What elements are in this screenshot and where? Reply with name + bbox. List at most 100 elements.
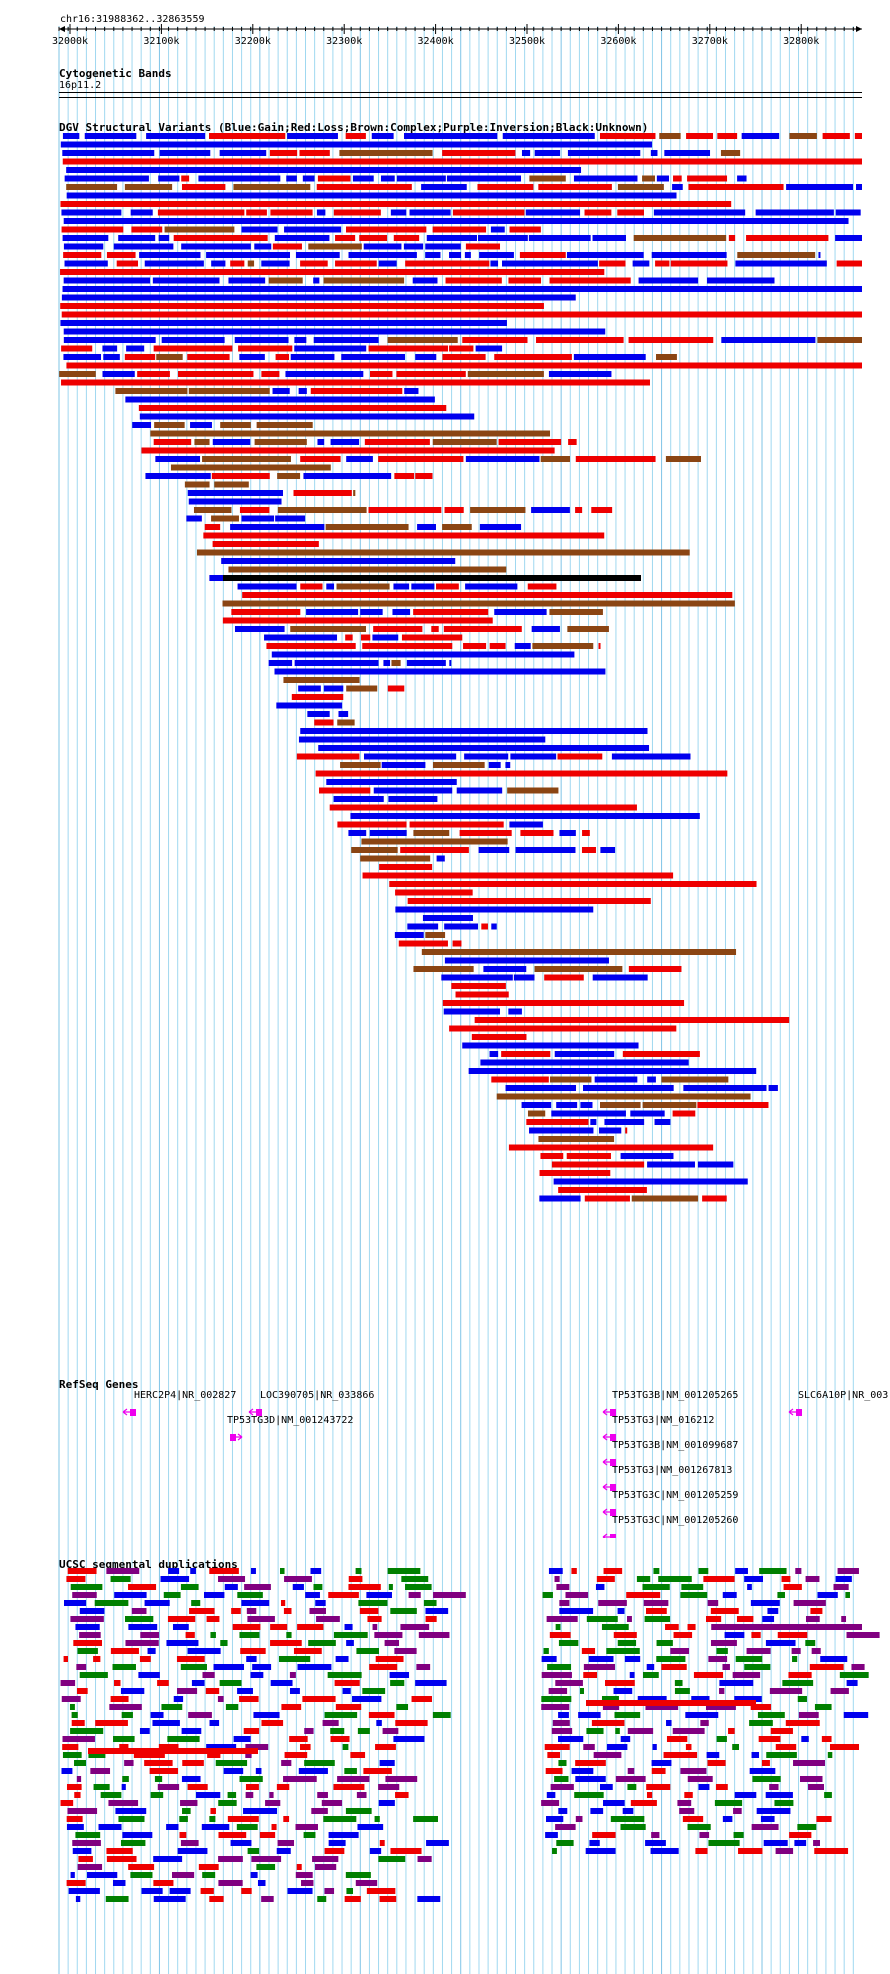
segdup-feature	[283, 1776, 317, 1782]
segdup-feature	[163, 1592, 181, 1598]
refseq-features[interactable]: HERC2P4|NR_002827 LOC390705|NR_033866 TP53…	[0, 1388, 890, 1538]
segdup-feature	[797, 1824, 817, 1830]
segdup-feature	[665, 1624, 679, 1630]
segdup-feature	[426, 1840, 449, 1846]
variant-segment	[483, 966, 527, 972]
dgv-track-title[interactable]: DGV Structural Variants (Blue:Gain;Red:L…	[59, 121, 649, 134]
variant-segment	[409, 209, 451, 216]
variant-segment	[228, 277, 266, 284]
variant-segment	[369, 371, 393, 377]
segdup-feature	[710, 1608, 739, 1614]
segdup-feature	[658, 1576, 692, 1582]
segdup-feature	[150, 1792, 164, 1798]
variant-segment	[130, 209, 153, 216]
segdup-feature	[620, 1824, 646, 1830]
segdup-feature	[79, 1632, 101, 1638]
variant-feature	[222, 600, 735, 607]
variant-segment	[294, 345, 367, 352]
segdup-feature	[751, 1824, 779, 1830]
variant-segment	[380, 175, 395, 182]
segdup-feature	[558, 1760, 567, 1766]
variant-segment	[181, 184, 226, 190]
segdup-feature	[114, 1592, 147, 1598]
variant-segment	[340, 762, 381, 768]
segdup-feature	[734, 1792, 757, 1798]
variant-segment	[459, 830, 512, 836]
cytoband-label[interactable]: 16p11.2	[59, 80, 102, 91]
segdup-feature	[93, 1656, 101, 1662]
segdup-feature	[350, 1752, 366, 1758]
segdup-feature	[140, 1632, 160, 1638]
segdup-feature	[592, 1832, 616, 1838]
segdup-feature	[261, 1720, 284, 1726]
segdup-feature	[358, 1600, 388, 1606]
variant-segment	[501, 1051, 551, 1057]
variant-segment	[336, 583, 390, 590]
variant-segment	[394, 473, 415, 479]
segdup-feature	[190, 1568, 196, 1574]
variant-segment	[789, 133, 817, 139]
segdup-features[interactable]	[0, 1568, 890, 1948]
variant-segment	[653, 209, 746, 216]
variant-feature	[379, 864, 433, 870]
dgv-features[interactable]	[0, 133, 890, 1358]
segdup-feature	[736, 1616, 754, 1622]
segdup-feature	[646, 1784, 671, 1790]
variant-segment	[631, 1195, 699, 1202]
segdup-feature	[411, 1696, 432, 1702]
segdup-feature	[210, 1632, 216, 1638]
segdup-feature	[345, 1808, 372, 1814]
segdup-feature	[86, 1872, 118, 1878]
variant-segment	[303, 473, 392, 479]
segdup-feature	[297, 1664, 332, 1670]
ruler-tick-label: 32600k	[600, 36, 636, 47]
variant-segment	[62, 235, 109, 241]
variant-segment	[361, 634, 371, 641]
variant-segment	[836, 260, 862, 267]
segdup-feature	[809, 1664, 844, 1670]
variant-segment	[519, 252, 566, 258]
segdup-track-title[interactable]: UCSC segmental duplications	[59, 1558, 238, 1571]
variant-segment	[598, 643, 601, 649]
variant-segment	[462, 337, 528, 343]
segdup-feature	[198, 1864, 219, 1870]
variant-segment	[491, 923, 497, 930]
variant-segment	[241, 515, 275, 522]
segdup-feature	[180, 1840, 199, 1846]
ruler[interactable]: 32000k 32100k 32200k 32300k 32400k 32500k 3260…	[0, 24, 890, 50]
segdup-feature	[252, 1664, 272, 1670]
variant-segment	[567, 626, 609, 632]
segdup-feature	[798, 1712, 819, 1718]
variant-segment	[352, 175, 374, 182]
segdup-feature	[296, 1864, 302, 1870]
segdup-feature	[732, 1672, 761, 1678]
variant-segment	[412, 277, 438, 284]
variant-feature	[60, 320, 507, 326]
segdup-feature	[305, 1592, 320, 1598]
variant-segment	[413, 609, 489, 615]
variant-segment	[348, 252, 417, 258]
variant-feature	[141, 447, 555, 454]
variant-feature	[395, 906, 594, 913]
variant-segment	[531, 507, 570, 513]
variant-segment	[755, 209, 834, 216]
variant-segment	[650, 150, 658, 156]
segdup-feature	[375, 1656, 404, 1662]
segdup-feature	[66, 1824, 84, 1830]
segdup-feature	[691, 1696, 710, 1702]
refseq-track-title[interactable]: RefSeq Genes	[59, 1378, 139, 1391]
segdup-feature	[703, 1576, 735, 1582]
segdup-feature	[401, 1576, 429, 1582]
cytoband-track-title[interactable]: Cytogenetic Bands	[59, 67, 172, 80]
segdup-feature	[674, 1688, 690, 1694]
segdup-feature	[232, 1624, 261, 1630]
segdup-feature	[379, 1896, 397, 1902]
segdup-feature	[821, 1736, 832, 1742]
segdup-feature	[277, 1840, 295, 1846]
ruler-tick-label: 32700k	[692, 36, 728, 47]
segdup-feature	[220, 1640, 228, 1646]
segdup-feature	[355, 1880, 378, 1886]
variant-segment	[620, 1153, 674, 1159]
segdup-feature	[794, 1840, 807, 1846]
variant-segment	[592, 974, 648, 981]
